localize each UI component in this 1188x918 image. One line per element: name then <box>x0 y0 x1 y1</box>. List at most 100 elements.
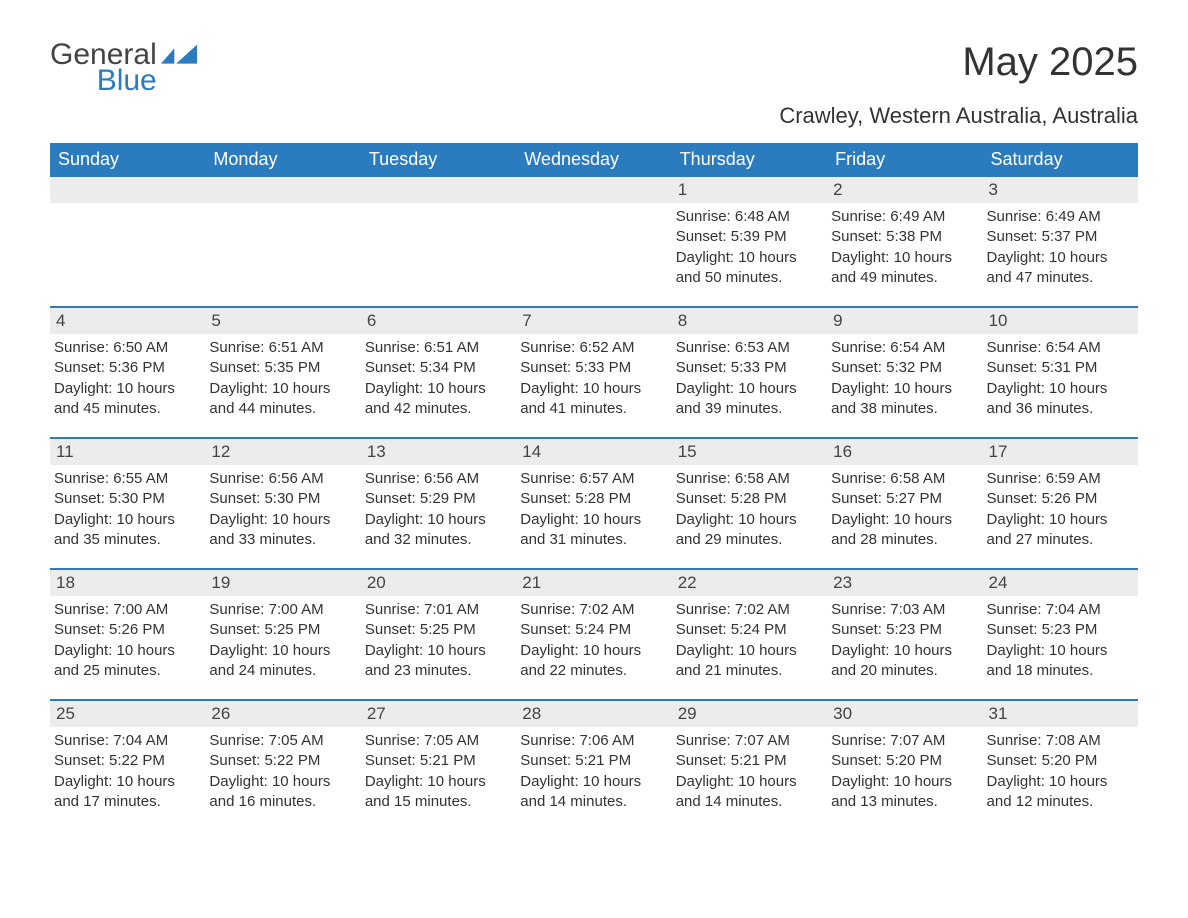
daylight-text: Daylight: 10 hours and 44 minutes. <box>209 379 356 420</box>
daylight-text: Daylight: 10 hours and 20 minutes. <box>831 641 978 682</box>
day-number: 17 <box>983 438 1138 465</box>
day-cell: 7Sunrise: 6:52 AMSunset: 5:33 PMDaylight… <box>516 307 671 437</box>
daylight-text: Daylight: 10 hours and 49 minutes. <box>831 248 978 289</box>
sunset-text: Sunset: 5:39 PM <box>676 227 823 247</box>
sunset-text: Sunset: 5:28 PM <box>676 489 823 509</box>
day-cell: 1Sunrise: 6:48 AMSunset: 5:39 PMDaylight… <box>672 176 827 306</box>
sunset-text: Sunset: 5:36 PM <box>54 358 201 378</box>
day-cell: 14Sunrise: 6:57 AMSunset: 5:28 PMDayligh… <box>516 438 671 568</box>
sunrise-text: Sunrise: 6:55 AM <box>54 469 201 489</box>
page-header: General Blue May 2025 Crawley, Western A… <box>50 40 1138 135</box>
day-content: Sunrise: 6:55 AMSunset: 5:30 PMDaylight:… <box>50 465 205 550</box>
daylight-text: Daylight: 10 hours and 36 minutes. <box>987 379 1134 420</box>
sunset-text: Sunset: 5:29 PM <box>365 489 512 509</box>
day-cell: 19Sunrise: 7:00 AMSunset: 5:25 PMDayligh… <box>205 569 360 699</box>
day-number: 9 <box>827 307 982 334</box>
sunset-text: Sunset: 5:33 PM <box>520 358 667 378</box>
day-content: Sunrise: 6:58 AMSunset: 5:27 PMDaylight:… <box>827 465 982 550</box>
day-content: Sunrise: 6:49 AMSunset: 5:38 PMDaylight:… <box>827 203 982 288</box>
day-content: Sunrise: 6:51 AMSunset: 5:34 PMDaylight:… <box>361 334 516 419</box>
day-cell: 11Sunrise: 6:55 AMSunset: 5:30 PMDayligh… <box>50 438 205 568</box>
day-cell: . <box>50 176 205 306</box>
day-content: Sunrise: 6:57 AMSunset: 5:28 PMDaylight:… <box>516 465 671 550</box>
day-number: 15 <box>672 438 827 465</box>
sunrise-text: Sunrise: 6:49 AM <box>987 207 1134 227</box>
weekday-monday: Monday <box>205 143 360 176</box>
sunrise-text: Sunrise: 6:51 AM <box>209 338 356 358</box>
day-content: Sunrise: 6:54 AMSunset: 5:31 PMDaylight:… <box>983 334 1138 419</box>
day-number: 18 <box>50 569 205 596</box>
day-content: Sunrise: 6:59 AMSunset: 5:26 PMDaylight:… <box>983 465 1138 550</box>
day-number: 7 <box>516 307 671 334</box>
sunrise-text: Sunrise: 6:54 AM <box>987 338 1134 358</box>
daylight-text: Daylight: 10 hours and 22 minutes. <box>520 641 667 682</box>
sunrise-text: Sunrise: 6:54 AM <box>831 338 978 358</box>
sunrise-text: Sunrise: 7:03 AM <box>831 600 978 620</box>
daylight-text: Daylight: 10 hours and 33 minutes. <box>209 510 356 551</box>
sunrise-text: Sunrise: 6:53 AM <box>676 338 823 358</box>
daylight-text: Daylight: 10 hours and 25 minutes. <box>54 641 201 682</box>
daylight-text: Daylight: 10 hours and 13 minutes. <box>831 772 978 813</box>
daylight-text: Daylight: 10 hours and 14 minutes. <box>520 772 667 813</box>
weekday-friday: Friday <box>827 143 982 176</box>
daylight-text: Daylight: 10 hours and 27 minutes. <box>987 510 1134 551</box>
sunset-text: Sunset: 5:24 PM <box>676 620 823 640</box>
sunset-text: Sunset: 5:26 PM <box>987 489 1134 509</box>
day-content: Sunrise: 7:08 AMSunset: 5:20 PMDaylight:… <box>983 727 1138 812</box>
logo: General Blue <box>50 40 199 96</box>
sunset-text: Sunset: 5:21 PM <box>676 751 823 771</box>
sunrise-text: Sunrise: 7:08 AM <box>987 731 1134 751</box>
sunset-text: Sunset: 5:35 PM <box>209 358 356 378</box>
sunset-text: Sunset: 5:37 PM <box>987 227 1134 247</box>
daylight-text: Daylight: 10 hours and 41 minutes. <box>520 379 667 420</box>
weekday-wednesday: Wednesday <box>516 143 671 176</box>
sunset-text: Sunset: 5:20 PM <box>987 751 1134 771</box>
day-content: Sunrise: 6:56 AMSunset: 5:29 PMDaylight:… <box>361 465 516 550</box>
day-cell: 9Sunrise: 6:54 AMSunset: 5:32 PMDaylight… <box>827 307 982 437</box>
daylight-text: Daylight: 10 hours and 29 minutes. <box>676 510 823 551</box>
day-cell: 5Sunrise: 6:51 AMSunset: 5:35 PMDaylight… <box>205 307 360 437</box>
day-number: 13 <box>361 438 516 465</box>
week-row: 25Sunrise: 7:04 AMSunset: 5:22 PMDayligh… <box>50 699 1138 830</box>
day-number: 22 <box>672 569 827 596</box>
day-cell: 2Sunrise: 6:49 AMSunset: 5:38 PMDaylight… <box>827 176 982 306</box>
sunrise-text: Sunrise: 6:51 AM <box>365 338 512 358</box>
sunset-text: Sunset: 5:26 PM <box>54 620 201 640</box>
day-cell: 24Sunrise: 7:04 AMSunset: 5:23 PMDayligh… <box>983 569 1138 699</box>
day-number: 20 <box>361 569 516 596</box>
daylight-text: Daylight: 10 hours and 18 minutes. <box>987 641 1134 682</box>
day-content: Sunrise: 6:52 AMSunset: 5:33 PMDaylight:… <box>516 334 671 419</box>
day-content: Sunrise: 7:05 AMSunset: 5:21 PMDaylight:… <box>361 727 516 812</box>
daylight-text: Daylight: 10 hours and 15 minutes. <box>365 772 512 813</box>
day-number: 3 <box>983 176 1138 203</box>
day-cell: 4Sunrise: 6:50 AMSunset: 5:36 PMDaylight… <box>50 307 205 437</box>
week-row: 4Sunrise: 6:50 AMSunset: 5:36 PMDaylight… <box>50 306 1138 437</box>
day-cell: 20Sunrise: 7:01 AMSunset: 5:25 PMDayligh… <box>361 569 516 699</box>
weekday-sunday: Sunday <box>50 143 205 176</box>
sunrise-text: Sunrise: 7:05 AM <box>209 731 356 751</box>
day-number: 21 <box>516 569 671 596</box>
day-number: 26 <box>205 700 360 727</box>
day-number: 31 <box>983 700 1138 727</box>
day-content: Sunrise: 6:51 AMSunset: 5:35 PMDaylight:… <box>205 334 360 419</box>
sunrise-text: Sunrise: 7:07 AM <box>676 731 823 751</box>
day-cell: 17Sunrise: 6:59 AMSunset: 5:26 PMDayligh… <box>983 438 1138 568</box>
sunrise-text: Sunrise: 7:05 AM <box>365 731 512 751</box>
weekday-thursday: Thursday <box>672 143 827 176</box>
daylight-text: Daylight: 10 hours and 12 minutes. <box>987 772 1134 813</box>
day-number: 12 <box>205 438 360 465</box>
day-content: Sunrise: 6:49 AMSunset: 5:37 PMDaylight:… <box>983 203 1138 288</box>
day-number: . <box>205 176 360 203</box>
day-content: Sunrise: 6:48 AMSunset: 5:39 PMDaylight:… <box>672 203 827 288</box>
day-content: Sunrise: 7:03 AMSunset: 5:23 PMDaylight:… <box>827 596 982 681</box>
sunrise-text: Sunrise: 7:07 AM <box>831 731 978 751</box>
sunrise-text: Sunrise: 6:58 AM <box>676 469 823 489</box>
month-title: May 2025 <box>779 40 1138 85</box>
sunset-text: Sunset: 5:34 PM <box>365 358 512 378</box>
sunrise-text: Sunrise: 7:06 AM <box>520 731 667 751</box>
day-number: 25 <box>50 700 205 727</box>
day-cell: 10Sunrise: 6:54 AMSunset: 5:31 PMDayligh… <box>983 307 1138 437</box>
day-content: Sunrise: 7:06 AMSunset: 5:21 PMDaylight:… <box>516 727 671 812</box>
day-cell: 26Sunrise: 7:05 AMSunset: 5:22 PMDayligh… <box>205 700 360 830</box>
day-content: Sunrise: 7:02 AMSunset: 5:24 PMDaylight:… <box>672 596 827 681</box>
